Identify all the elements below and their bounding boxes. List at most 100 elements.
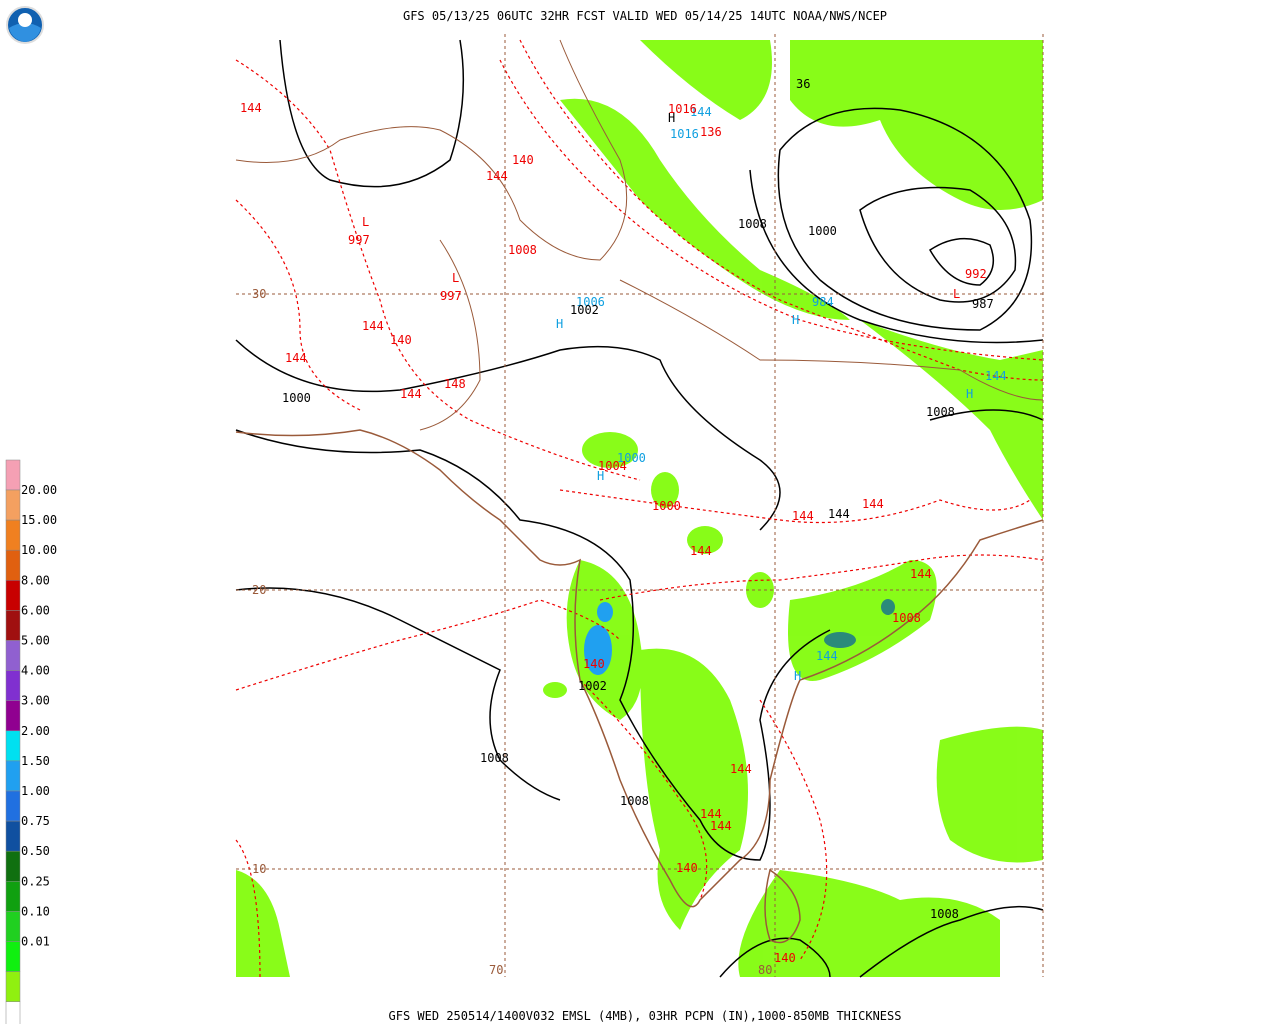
- legend-swatch: [5, 850, 21, 882]
- lon-label: 70: [489, 963, 503, 977]
- legend-swatch: [5, 941, 21, 972]
- contour-label: 144: [362, 319, 384, 333]
- legend-swatch: [5, 519, 21, 551]
- lat-label: 30: [252, 287, 266, 301]
- legend-label: 6.00: [21, 603, 50, 617]
- contour-label: 144: [690, 105, 712, 119]
- contour-label: 1008: [508, 243, 537, 257]
- legend-swatch: [5, 911, 21, 942]
- contour-label: 136: [700, 125, 722, 139]
- legend-label: 1.50: [21, 754, 50, 768]
- map-area: 20.00 15.00 10.00 8.00 6.00 5.00 4.00 3.00 2.00 1…: [5, 34, 1044, 1024]
- contour-label: 140: [774, 951, 796, 965]
- legend-label: 0.01: [21, 935, 50, 949]
- contour-label: 144: [700, 807, 722, 821]
- contour-label: 140: [583, 657, 605, 671]
- legend-label: 0.25: [21, 874, 50, 888]
- contour-label: H: [668, 111, 675, 125]
- contour-label: 1000: [808, 224, 837, 238]
- legend-label: 3.00: [21, 694, 50, 708]
- contour-label: L: [953, 287, 960, 301]
- contour-label: 1000: [282, 391, 311, 405]
- contour-label: 144: [985, 369, 1007, 383]
- legend: 20.00 15.00 10.00 8.00 6.00 5.00 4.00 3.00 2.00 1…: [5, 459, 57, 1024]
- contour-label: 1016: [668, 102, 697, 116]
- legend-swatch: [5, 459, 21, 491]
- legend-swatch: [5, 730, 21, 762]
- contour-label: 148: [444, 377, 466, 391]
- contour-label: 144: [910, 567, 932, 581]
- contour-label: 140: [390, 333, 412, 347]
- thickness-contours: [235, 39, 1044, 978]
- contour-label: 1008: [892, 611, 921, 625]
- lat-label: 20: [252, 583, 266, 597]
- legend-label: 0.75: [21, 814, 50, 828]
- contour-label: 1008: [480, 751, 509, 765]
- legend-label: 15.00: [21, 513, 57, 527]
- legend-label: 8.00: [21, 573, 50, 587]
- legend-label: 4.00: [21, 664, 50, 678]
- contour-label: 140: [512, 153, 534, 167]
- contour-label: H: [556, 317, 563, 331]
- lat-lon-grid: [236, 34, 1044, 977]
- contour-label: L: [452, 271, 459, 285]
- contour-label: 1008: [930, 907, 959, 921]
- contour-label: 36: [796, 77, 810, 91]
- lat-label: 10: [252, 862, 266, 876]
- contour-label: H: [794, 669, 801, 683]
- contour-label: 144: [828, 507, 850, 521]
- legend-swatch: [5, 610, 21, 641]
- legend-swatch: [5, 640, 21, 671]
- noaa-logo: [6, 6, 44, 44]
- contour-label: 144: [400, 387, 422, 401]
- lon-label: 80: [758, 963, 772, 977]
- legend-swatch: [5, 1001, 21, 1024]
- caption: GFS WED 250514/1400V032 EMSL (4MB), 03HR…: [389, 1009, 902, 1023]
- contour-label: L: [362, 215, 369, 229]
- contour-label: 1008: [738, 217, 767, 231]
- contour-label: 1000: [652, 499, 681, 513]
- contour-label: 1002: [578, 679, 607, 693]
- isobars: [235, 39, 1044, 978]
- title: GFS 05/13/25 06UTC 32HR FCST VALID WED 0…: [403, 9, 887, 23]
- legend-swatch: [5, 549, 21, 581]
- legend-label: 5.00: [21, 634, 50, 648]
- contour-label: H: [966, 387, 973, 401]
- legend-swatch: [5, 820, 21, 852]
- legend-label: 0.10: [21, 904, 50, 918]
- contour-label: 144: [730, 762, 752, 776]
- contour-label: H: [792, 313, 799, 327]
- legend-label: 1.00: [21, 784, 50, 798]
- contour-label: 1008: [620, 794, 649, 808]
- contour-label: 1002: [570, 303, 599, 317]
- legend-label: 2.00: [21, 724, 50, 738]
- legend-label: 10.00: [21, 543, 57, 557]
- contour-label: 987: [972, 297, 994, 311]
- contour-label: 1000: [617, 451, 646, 465]
- legend-label: 20.00: [21, 483, 57, 497]
- contour-label: 144: [862, 497, 884, 511]
- contour-label: 984: [812, 295, 834, 309]
- contour-label: 144: [710, 819, 732, 833]
- contour-label: 1008: [926, 405, 955, 419]
- heavy-precip: [584, 599, 895, 675]
- contour-label: 997: [348, 233, 370, 247]
- contour-label: 1006: [576, 295, 605, 309]
- legend-swatch: [5, 971, 21, 1002]
- contour-label: 144: [816, 649, 838, 663]
- legend-swatch: [5, 580, 21, 611]
- contour-label: 144: [792, 509, 814, 523]
- contour-label: 997: [440, 289, 462, 303]
- contour-label: 992: [965, 267, 987, 281]
- legend-swatch: [5, 760, 21, 792]
- contour-label: 144: [486, 169, 508, 183]
- contour-label: 1016: [670, 127, 699, 141]
- contour-label: H: [597, 469, 604, 483]
- legend-swatch: [5, 700, 21, 732]
- contour-label: 144: [285, 351, 307, 365]
- coastlines: [235, 39, 1044, 944]
- legend-swatch: [5, 489, 21, 521]
- contour-label: 140: [676, 861, 698, 875]
- legend-swatch: [5, 670, 21, 701]
